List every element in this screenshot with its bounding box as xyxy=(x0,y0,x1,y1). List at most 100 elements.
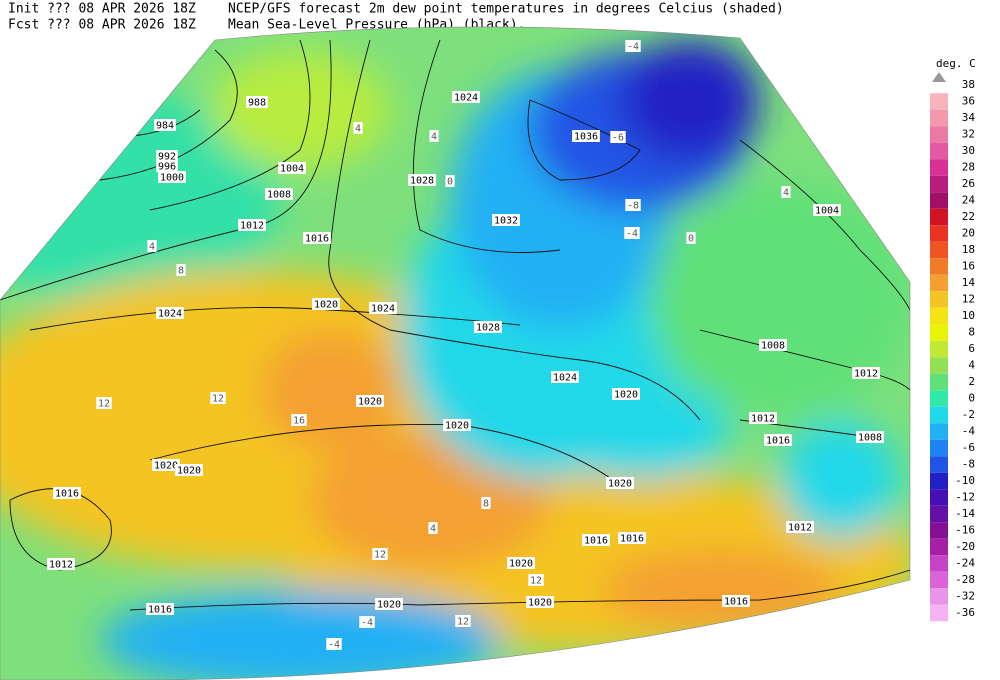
isobar-label-box xyxy=(375,598,403,610)
legend-label: 20 xyxy=(962,227,975,240)
legend-swatch xyxy=(930,555,948,572)
legend-swatch xyxy=(930,505,948,523)
isobar-label: 1008 xyxy=(858,433,882,444)
isobar-label-box xyxy=(606,477,634,489)
legend-swatch xyxy=(930,522,948,539)
legend-swatch xyxy=(930,225,948,242)
isobar-label-box xyxy=(47,558,75,570)
legend-label: 18 xyxy=(962,243,975,256)
legend-label: 36 xyxy=(962,95,975,108)
legend-label: 24 xyxy=(962,194,976,207)
dewpoint-label-box xyxy=(429,130,439,142)
legend-swatch xyxy=(930,93,948,110)
isobar-label: 1004 xyxy=(280,164,304,175)
legend-swatch xyxy=(930,159,948,176)
isobar-label-box xyxy=(408,174,436,186)
dewpoint-label-box xyxy=(428,522,438,534)
legend-arrow xyxy=(932,72,946,82)
isobar-label-box xyxy=(53,487,81,499)
dewpoint-label: 4 xyxy=(355,124,361,135)
isobar-label: 1024 xyxy=(553,373,577,384)
init-line: Init ??? 08 APR 2026 18Z xyxy=(8,2,196,17)
legend-label: -32 xyxy=(955,590,975,603)
isobar-label-box xyxy=(156,307,184,319)
legend-swatch xyxy=(930,109,948,127)
isobar-label: 988 xyxy=(248,98,266,109)
legend-swatch xyxy=(930,604,948,622)
isobar-label-box xyxy=(749,412,777,424)
isobar-label: 1028 xyxy=(476,323,500,334)
isobar-label: 1020 xyxy=(177,466,201,477)
dewpoint-label-box xyxy=(210,392,226,404)
isobar-label: 1016 xyxy=(584,536,608,547)
isobar-label: 1016 xyxy=(620,534,644,545)
isobar-label-box xyxy=(786,521,814,533)
legend-swatch xyxy=(930,406,948,424)
isobar-label: 1020 xyxy=(528,598,552,609)
isobar-label: 1024 xyxy=(371,304,395,315)
isobar-label: 1016 xyxy=(724,597,748,608)
dewpoint-label: -4 xyxy=(361,618,373,629)
legend-label: -24 xyxy=(955,557,975,570)
isobar-label-box xyxy=(152,459,180,471)
isobar-label: 1016 xyxy=(148,605,172,616)
legend-swatch xyxy=(930,489,948,506)
isobar-label: 1024 xyxy=(158,309,182,320)
isobar-label-box xyxy=(303,232,331,244)
isobar-label-box xyxy=(146,603,174,615)
legend-label: -4 xyxy=(962,425,976,438)
dewpoint-label-box xyxy=(686,232,696,244)
isobar-label: 1020 xyxy=(614,390,638,401)
dewpoint-label: 12 xyxy=(98,399,110,410)
dewpoint-label: 12 xyxy=(457,617,469,628)
isobar-label-box xyxy=(265,188,293,200)
dewpoint-label: -6 xyxy=(612,133,624,144)
isobar-label: 1020 xyxy=(314,300,338,311)
legend-swatch xyxy=(930,423,948,440)
isobar-label-box xyxy=(158,171,186,183)
dewpoint-label-box xyxy=(624,227,640,239)
dewpoint-label: 4 xyxy=(149,242,155,253)
isobar-label-box xyxy=(156,160,178,172)
dewpoint-label: 12 xyxy=(212,394,224,405)
isobar-label: 1008 xyxy=(267,190,291,201)
isobar-label: 1020 xyxy=(154,461,178,472)
dewpoint-label: 4 xyxy=(430,524,436,535)
dewpoint-label-box xyxy=(147,240,157,252)
map-frame xyxy=(0,26,911,680)
isobar-label-box xyxy=(852,367,880,379)
dewpoint-label-box xyxy=(610,131,626,143)
legend-label: 30 xyxy=(962,144,975,157)
isobar-label-box xyxy=(492,214,520,226)
dewpoint-label: -8 xyxy=(627,201,639,212)
isobar-label: 1012 xyxy=(240,221,264,232)
isobar-label: 1012 xyxy=(751,414,775,425)
dewpoint-label-box xyxy=(528,574,544,586)
dewpoint-label: 16 xyxy=(293,416,305,427)
dewpoint-label: 8 xyxy=(178,266,184,277)
isobar-label-box xyxy=(813,204,841,216)
isobar-label: 1016 xyxy=(305,234,329,245)
isobar-label-box xyxy=(246,96,268,108)
dewpoint-label: 12 xyxy=(374,550,386,561)
isobar-label: 1016 xyxy=(766,436,790,447)
isobar-label: 1036 xyxy=(574,132,598,143)
isobar-label-box xyxy=(722,595,750,607)
isobar-label-box xyxy=(312,298,340,310)
isobar-label: 1020 xyxy=(445,421,469,432)
legend-swatch xyxy=(930,175,948,193)
isobar-label-box xyxy=(452,91,480,103)
dewpoint-label-box xyxy=(445,175,455,187)
isobar-label-box xyxy=(612,388,640,400)
legend-label: 32 xyxy=(962,128,975,141)
legend-swatch xyxy=(930,340,948,358)
dewpoint-label-box xyxy=(781,186,791,198)
isobar-label-box xyxy=(474,321,502,333)
legend-label: 26 xyxy=(962,177,975,190)
legend-label: -14 xyxy=(955,507,975,520)
dewpoint-label-box xyxy=(359,616,375,628)
isobar-label-box xyxy=(582,534,610,546)
isobar-label-box xyxy=(551,371,579,383)
legend-label: 28 xyxy=(962,161,975,174)
